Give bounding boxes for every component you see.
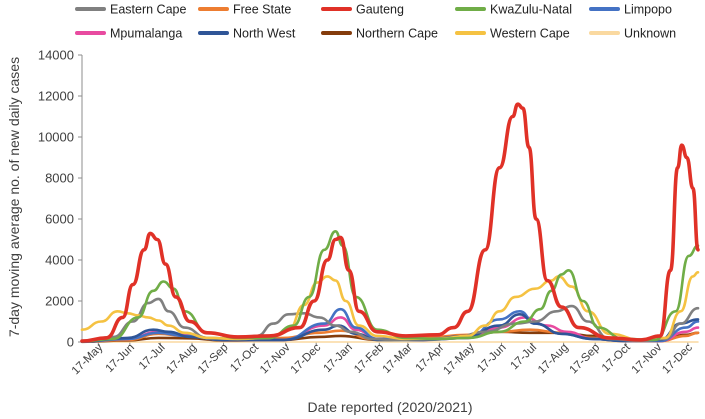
legend-label-gauteng: Gauteng [356,3,404,17]
legend-label-north-west: North West [233,27,296,41]
x-tick-label: 17-May [441,341,477,377]
x-tick-label: 17-Feb [352,342,386,376]
series-line-kwazulu-natal [80,230,700,343]
y-tick-label: 14000 [38,48,74,63]
legend-label-western-cape: Western Cape [490,27,570,41]
x-tick-label: 17-Mar [381,342,415,376]
y-tick-label: 0 [67,335,74,350]
legend-label-northern-cape: Northern Cape [356,27,438,41]
x-tick-label: 17-May [70,341,106,377]
x-tick-label: 17-Jan [322,342,355,375]
series-line-eastern-cape [80,297,700,343]
series-line-western-cape [80,271,700,342]
x-tick-label: 17-Jul [509,342,540,373]
x-tick-label: 17-Aug [164,342,199,377]
legend-label-mpumalanga: Mpumalanga [110,27,182,41]
y-tick-label: 2000 [45,294,74,309]
y-axis: 0 2000 4000 6000 8000 10000 12000 14000 [38,48,83,350]
series-line-gauteng [80,102,700,343]
x-tick-label: 17-Sep [568,342,603,377]
x-tick-label: 17-Dec [289,341,324,376]
x-tick-label: 17-Jul [137,342,168,373]
legend-label-eastern-cape: Eastern Cape [110,3,186,17]
legend-label-unknown: Unknown [624,27,676,41]
legend: Eastern Cape Free State Gauteng KwaZulu-Nat… [75,3,676,41]
x-tick-label: 17-Nov [630,341,665,376]
x-tick-label: 17-Sep [196,342,231,377]
x-tick-label: 17-Jun [475,342,508,375]
y-tick-label: 10000 [38,130,74,145]
x-tick-label: 17-Aug [536,342,571,377]
y-axis-title: 7-day moving average no. of new daily ca… [6,57,22,337]
legend-label-free-state: Free State [233,3,291,17]
y-tick-label: 8000 [45,171,74,186]
y-tick-label: 6000 [45,212,74,227]
plot-lines [80,102,700,344]
x-tick-label: 17-Oct [228,341,261,374]
x-tick-label: 17-Nov [258,341,293,376]
legend-label-limpopo: Limpopo [624,3,672,17]
x-axis-title: Date reported (2020/2021) [308,399,473,415]
legend-label-kwazulu-natal: KwaZulu-Natal [490,3,572,17]
x-tick-label: 17-Oct [600,341,633,374]
y-tick-label: 4000 [45,253,74,268]
y-tick-label: 12000 [38,89,74,104]
x-tick-label: 17-Jun [104,342,137,375]
x-tick-label: 17-Dec [660,341,695,376]
